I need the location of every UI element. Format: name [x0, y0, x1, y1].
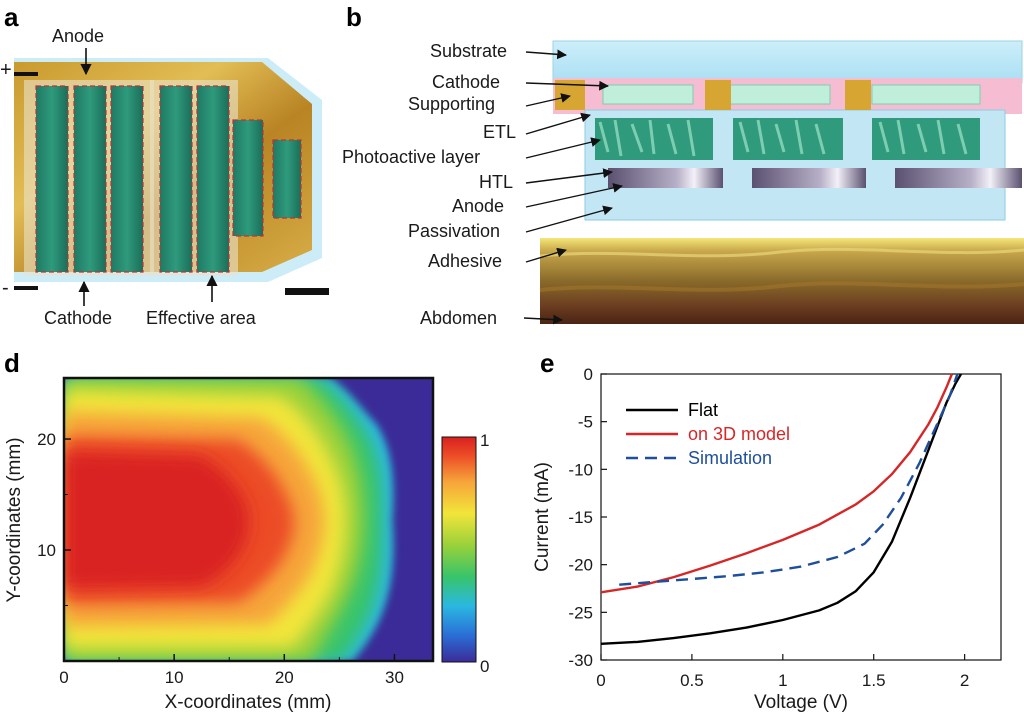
- cross-section: [539, 40, 1024, 324]
- label-minus: -: [2, 277, 9, 299]
- iv-y-tick-label: -15: [568, 508, 593, 527]
- layer-labels: Substrate Cathode Supporting ETL Photoac…: [342, 41, 623, 328]
- iv-series-line-1: [600, 373, 954, 594]
- panel-e: e 0 0.5 1 1.5 2 0 -5 -10 -15 -20 -25 -30 Voltage (V…: [532, 348, 1002, 713]
- panel-letter-a: a: [4, 2, 19, 32]
- iv-y-tick-label: -25: [568, 603, 593, 622]
- legend-label-2: Simulation: [688, 448, 772, 468]
- effective-area-cells: [35, 85, 302, 273]
- iv-series-line-0: [600, 373, 963, 645]
- scale-bar: [285, 288, 329, 295]
- iv-x-axis-label: Voltage (V): [754, 692, 848, 713]
- heatmap-x-tick-label: 0: [59, 668, 68, 687]
- iv-x-tick-label: 2: [960, 671, 969, 690]
- layer-label-cathode: Cathode: [432, 72, 500, 92]
- iv-y-axis-label: Current (mA): [532, 462, 553, 572]
- iv-legend: Flat on 3D model Simulation: [626, 400, 790, 468]
- panel-letter-b: b: [346, 2, 362, 32]
- iv-x-tick-label: 1: [778, 671, 787, 690]
- layer-label-abdomen: Abdomen: [420, 308, 497, 328]
- layer-label-substrate: Substrate: [430, 41, 507, 61]
- device-photo: [14, 58, 329, 295]
- iv-y-tick-label: -30: [568, 651, 593, 670]
- heatmap-x-tick-label: 20: [275, 668, 294, 687]
- iv-curves: [600, 373, 963, 645]
- layer-label-htl: HTL: [479, 172, 513, 192]
- heatmap-frame: [62, 376, 435, 663]
- heatmap-x-tick-label: 10: [165, 668, 184, 687]
- layer-label-photoactive: Photoactive layer: [342, 147, 480, 167]
- heatmap-y-axis-label: Y-coordinates (mm): [4, 437, 25, 602]
- iv-series-line-2: [619, 373, 959, 586]
- iv-y-tick-label: 0: [584, 365, 593, 384]
- heatmap-x-axis-label: X-coordinates (mm): [165, 692, 332, 713]
- iv-ticks: 0 0.5 1 1.5 2 0 -5 -10 -15 -20 -25 -30: [568, 365, 969, 690]
- colorbar-min-label: 0: [480, 657, 489, 676]
- colorbar-max-label: 1: [480, 431, 489, 450]
- label-effective-area: Effective area: [146, 308, 257, 328]
- heatmap-ticks: 0 10 20 30 10 20: [37, 430, 404, 687]
- heatmap-y-tick-label: 10: [37, 541, 56, 560]
- heatmap-x-tick-label: 30: [385, 668, 404, 687]
- colorbar: [441, 436, 477, 663]
- iv-x-tick-label: 1.5: [862, 671, 886, 690]
- heatmap-y-tick-label: 20: [37, 430, 56, 449]
- layer-label-supporting: Supporting: [408, 94, 495, 114]
- label-plus: +: [0, 59, 12, 81]
- iv-y-tick-label: -10: [568, 460, 593, 479]
- panel-a: a Anode + - Cathode Effective are: [0, 2, 329, 328]
- panel-letter-e: e: [540, 348, 554, 378]
- layer-label-anode: Anode: [452, 196, 504, 216]
- heatmap: [64, 378, 433, 661]
- legend-label-1: on 3D model: [688, 424, 790, 444]
- layer-label-etl: ETL: [483, 122, 516, 142]
- iv-y-tick-label: -20: [568, 556, 593, 575]
- label-anode: Anode: [52, 26, 104, 46]
- panel-b: b Substrate Cathode: [342, 2, 1024, 328]
- iv-y-tick-label: -5: [578, 413, 593, 432]
- layer-label-passivation: Passivation: [408, 221, 500, 241]
- legend-label-0: Flat: [688, 400, 718, 420]
- layer-label-adhesive: Adhesive: [428, 251, 502, 271]
- panel-letter-d: d: [4, 348, 20, 378]
- label-cathode: Cathode: [44, 308, 112, 328]
- iv-x-tick-label: 0.5: [680, 671, 704, 690]
- iv-x-tick-label: 0: [596, 671, 605, 690]
